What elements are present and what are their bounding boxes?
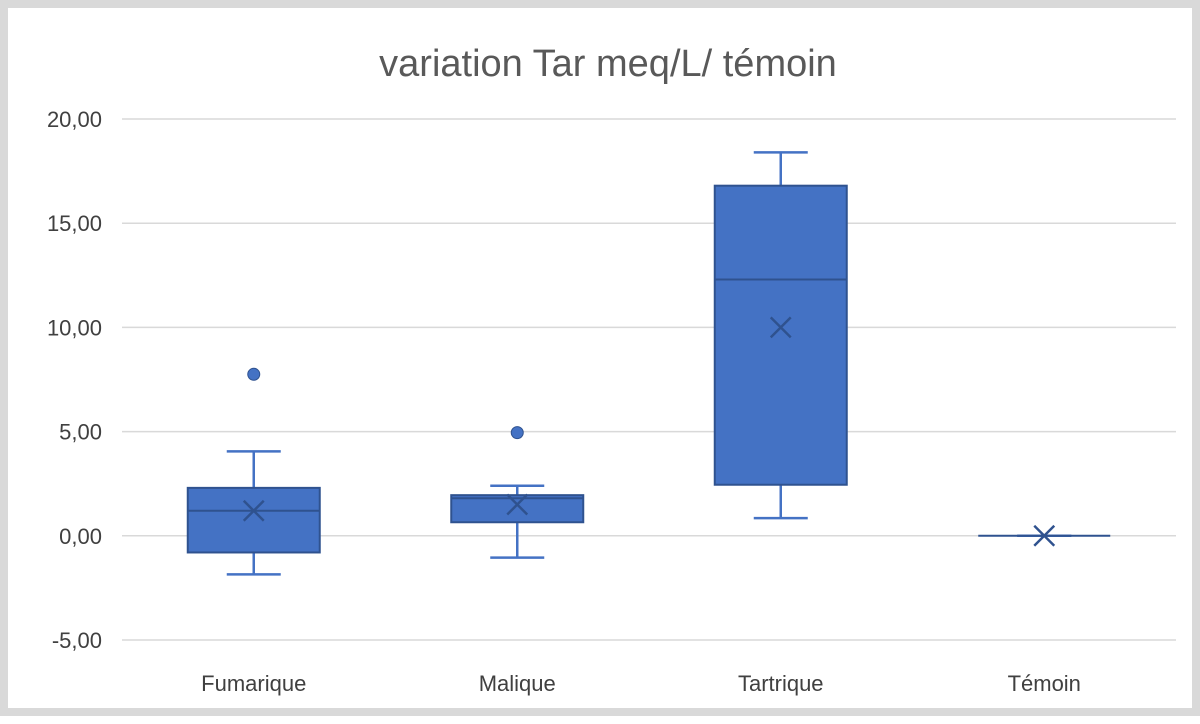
iqr-box [186,486,321,554]
mean-marker [242,499,265,522]
y-tick-label: 10,00 [47,315,102,340]
mean-marker [1033,524,1056,547]
box-plot-chart: variation Tar meq/L/ témoin 20,00 15,00 10… [47,43,1176,696]
x-category-label: Fumarique [201,671,306,696]
y-axis-ticks: 20,00 15,00 10,00 5,00 0,00 -5,00 [47,107,102,653]
gridlines [122,118,1176,641]
mean-marker [769,316,792,339]
box-1 [450,426,585,559]
y-tick-label: 20,00 [47,107,102,132]
chart-title: variation Tar meq/L/ témoin [379,43,837,85]
box-3 [978,524,1111,547]
iqr-box [713,184,848,486]
x-category-label: Malique [479,671,556,696]
mean-marker [506,493,529,516]
y-tick-label: -5,00 [52,628,102,653]
boxes [186,151,1111,576]
iqr-box [450,494,585,524]
x-category-label: Témoin [1008,671,1081,696]
x-axis-categories: Fumarique Malique Tartrique Témoin [201,671,1081,696]
outlier-point [247,367,261,381]
y-tick-label: 0,00 [59,524,102,549]
y-tick-label: 5,00 [59,420,102,445]
box-0 [186,367,321,576]
outlier-point [510,426,524,440]
x-category-label: Tartrique [738,671,824,696]
box-2 [713,151,848,520]
y-tick-label: 15,00 [47,211,102,236]
